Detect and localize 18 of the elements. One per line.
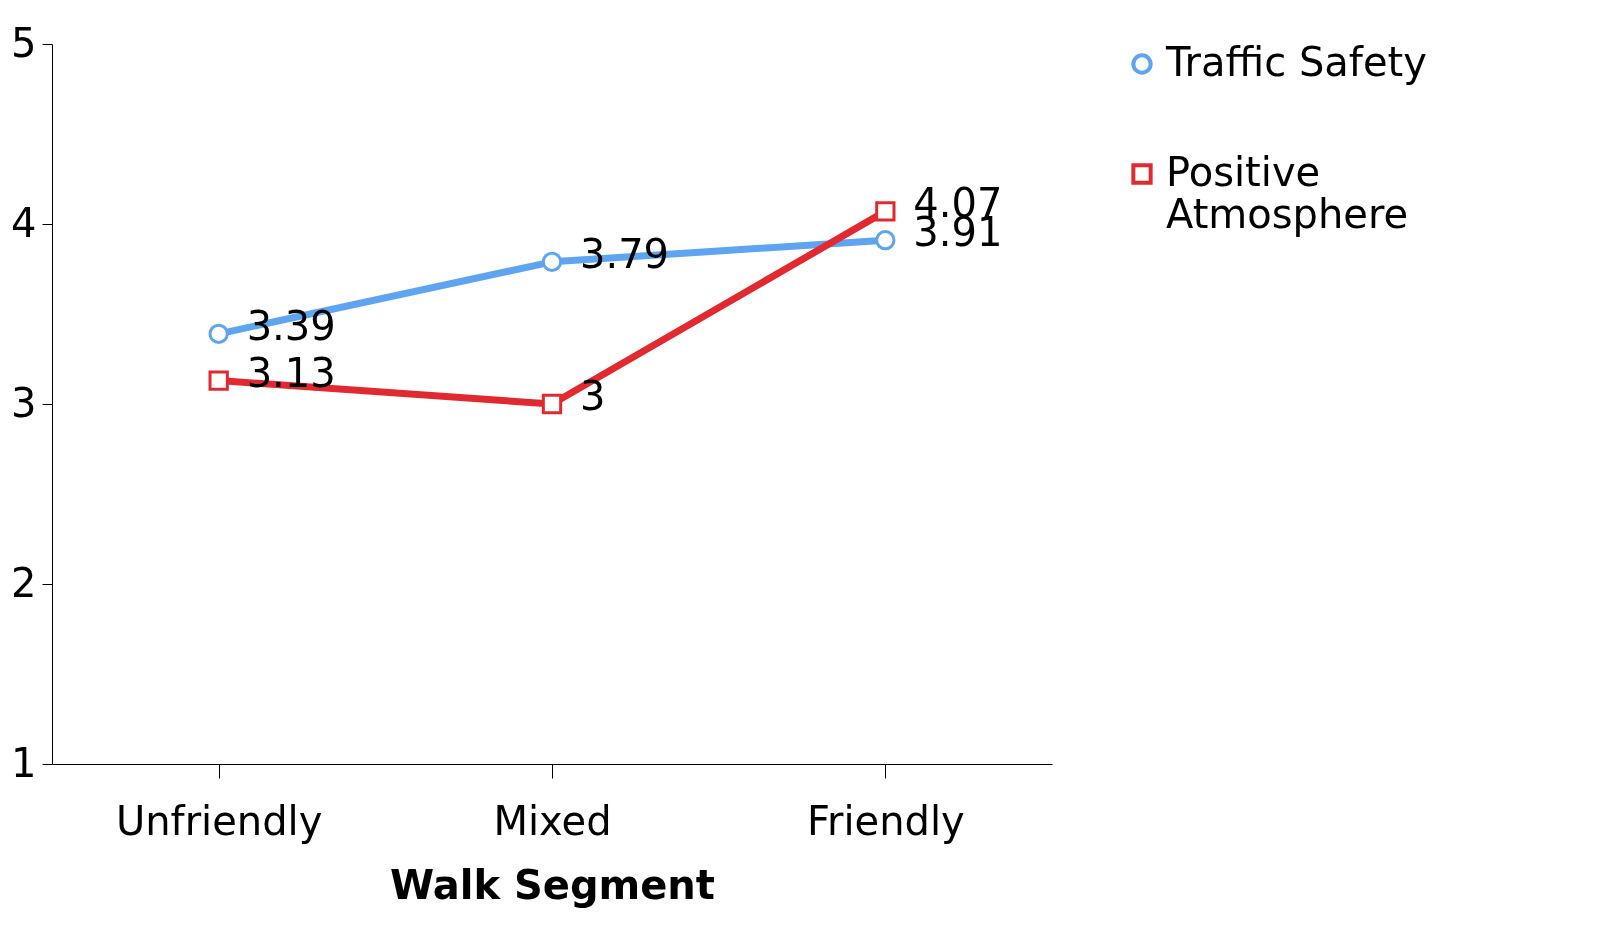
point — [875, 201, 896, 222]
point — [875, 230, 896, 251]
x-axis-title: Walk Segment — [390, 861, 715, 908]
y-tick-label: 4 — [11, 199, 37, 246]
y-tick-label: 5 — [11, 19, 37, 66]
x-tick-label: Friendly — [806, 797, 965, 844]
point — [208, 370, 229, 391]
legend-label: Traffic Safety — [1165, 39, 1427, 85]
y-tick-label: 3 — [11, 379, 37, 426]
data-label: 3 — [580, 373, 606, 419]
y-tick-label: 2 — [11, 559, 37, 606]
y-tick-label: 1 — [11, 739, 37, 786]
legend-label: Positive Atmosphere — [1166, 149, 1409, 237]
point — [541, 393, 563, 415]
point — [541, 251, 563, 272]
point — [208, 323, 229, 344]
x-tick-label: Mixed — [493, 797, 612, 844]
x-tick-label: Unfriendly — [115, 797, 323, 844]
